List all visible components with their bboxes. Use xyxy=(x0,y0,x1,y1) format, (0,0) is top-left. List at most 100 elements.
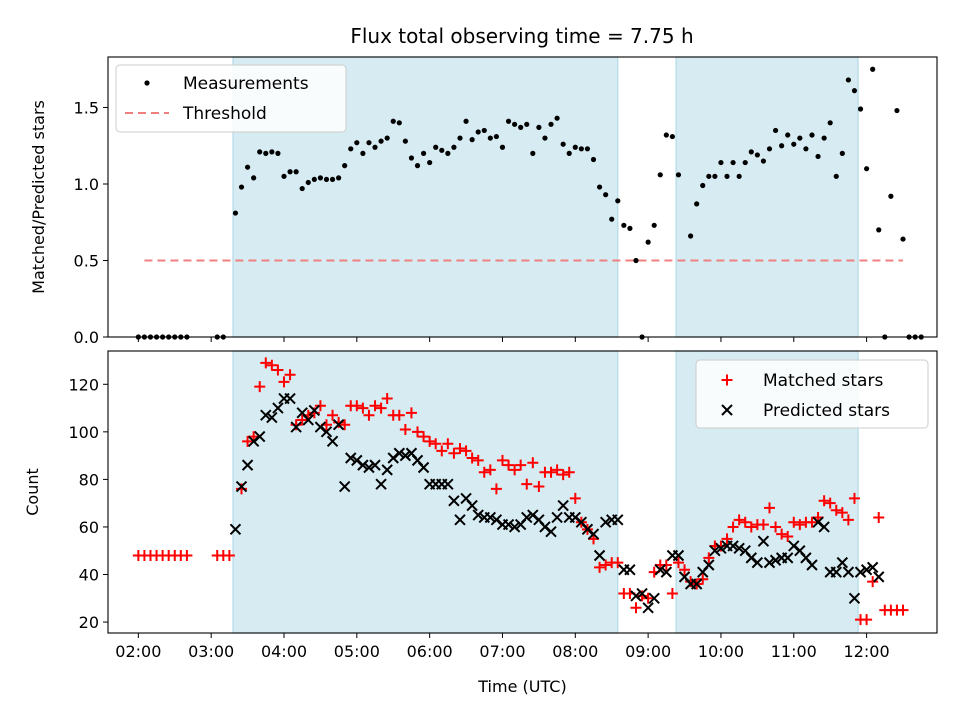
data-point xyxy=(596,184,603,190)
data-point xyxy=(241,459,254,471)
data-point xyxy=(545,466,557,478)
data-point xyxy=(739,516,751,528)
data-point xyxy=(399,449,412,462)
data-point xyxy=(314,400,326,412)
legend-marker-predicted xyxy=(721,404,733,416)
data-point xyxy=(833,173,839,179)
y-tick-label: 40 xyxy=(79,566,99,585)
data-point xyxy=(554,115,560,121)
data-point xyxy=(439,147,445,153)
shaded-span-0 xyxy=(232,350,619,634)
data-point xyxy=(254,381,266,393)
data-point xyxy=(769,554,782,566)
data-point xyxy=(864,166,870,172)
data-point xyxy=(260,409,272,421)
data-point xyxy=(688,233,694,239)
data-point xyxy=(278,376,290,388)
data-point xyxy=(490,483,502,495)
legend: Measurements Threshold xyxy=(115,64,347,133)
data-point xyxy=(244,164,251,170)
data-point xyxy=(572,144,578,150)
data-point xyxy=(842,566,855,578)
data-point xyxy=(412,426,424,438)
data-point xyxy=(508,521,521,533)
data-point xyxy=(381,464,393,476)
data-point xyxy=(548,121,554,127)
data-point xyxy=(305,179,311,186)
data-point xyxy=(636,587,648,600)
data-point xyxy=(242,435,254,447)
data-point xyxy=(612,514,624,526)
data-point xyxy=(654,564,666,576)
data-point xyxy=(672,549,685,562)
data-point xyxy=(357,459,369,471)
data-point xyxy=(806,516,818,528)
data-point xyxy=(542,135,548,141)
data-point xyxy=(857,106,864,112)
data-point xyxy=(436,445,448,457)
data-point xyxy=(642,592,654,604)
data-point xyxy=(694,201,700,207)
data-point xyxy=(867,576,879,588)
data-point xyxy=(266,359,278,371)
data-point xyxy=(475,129,481,135)
data-point xyxy=(332,419,345,431)
data-point xyxy=(393,409,405,421)
data-point xyxy=(603,192,609,198)
data-point xyxy=(536,124,542,130)
data-point xyxy=(481,127,487,134)
data-point xyxy=(781,552,794,564)
data-point xyxy=(478,466,490,478)
series-matched xyxy=(132,357,909,626)
x-tick-label: 02:00 xyxy=(115,642,161,661)
data-point xyxy=(323,176,330,183)
x-tick-label: 03:00 xyxy=(188,642,234,661)
data-point xyxy=(181,549,193,561)
data-point xyxy=(512,121,518,127)
data-point xyxy=(266,411,278,424)
data-point xyxy=(284,392,296,405)
data-point xyxy=(836,556,849,569)
data-point xyxy=(770,521,782,533)
x-tick-label: 04:00 xyxy=(261,642,307,661)
y-axis-label: Count xyxy=(23,468,42,516)
data-point xyxy=(448,447,460,459)
data-point xyxy=(578,146,584,152)
data-point xyxy=(327,409,339,421)
data-point xyxy=(712,173,718,179)
data-point xyxy=(660,566,673,578)
data-point xyxy=(503,459,515,471)
data-point xyxy=(281,173,287,179)
y-tick-label: 20 xyxy=(79,613,99,632)
data-point xyxy=(275,150,281,156)
x-tick-label: 12:00 xyxy=(844,642,890,661)
legend-box xyxy=(115,64,347,133)
x-tick-label: 05:00 xyxy=(334,642,380,661)
data-point xyxy=(715,542,727,555)
data-point xyxy=(545,526,557,538)
data-point xyxy=(551,464,563,476)
data-point xyxy=(900,236,906,242)
data-point xyxy=(690,578,703,590)
data-point xyxy=(369,400,381,412)
data-point xyxy=(302,414,314,426)
data-point xyxy=(566,150,572,156)
data-point xyxy=(703,552,715,564)
data-point xyxy=(269,149,275,155)
data-point xyxy=(621,222,627,228)
data-point xyxy=(818,521,830,533)
data-point xyxy=(806,559,818,571)
data-point xyxy=(311,176,317,183)
data-point xyxy=(666,588,678,600)
data-point xyxy=(679,564,691,576)
series-predicted xyxy=(229,392,885,614)
x-tick-label: 09:00 xyxy=(625,642,671,661)
data-point xyxy=(700,182,706,189)
data-point xyxy=(354,140,360,146)
data-point xyxy=(609,216,615,222)
data-point xyxy=(317,175,324,181)
data-point xyxy=(251,175,257,181)
data-point xyxy=(469,137,475,143)
y-axis-label: Matched/Predicted stars xyxy=(29,100,48,294)
data-point xyxy=(299,185,305,192)
